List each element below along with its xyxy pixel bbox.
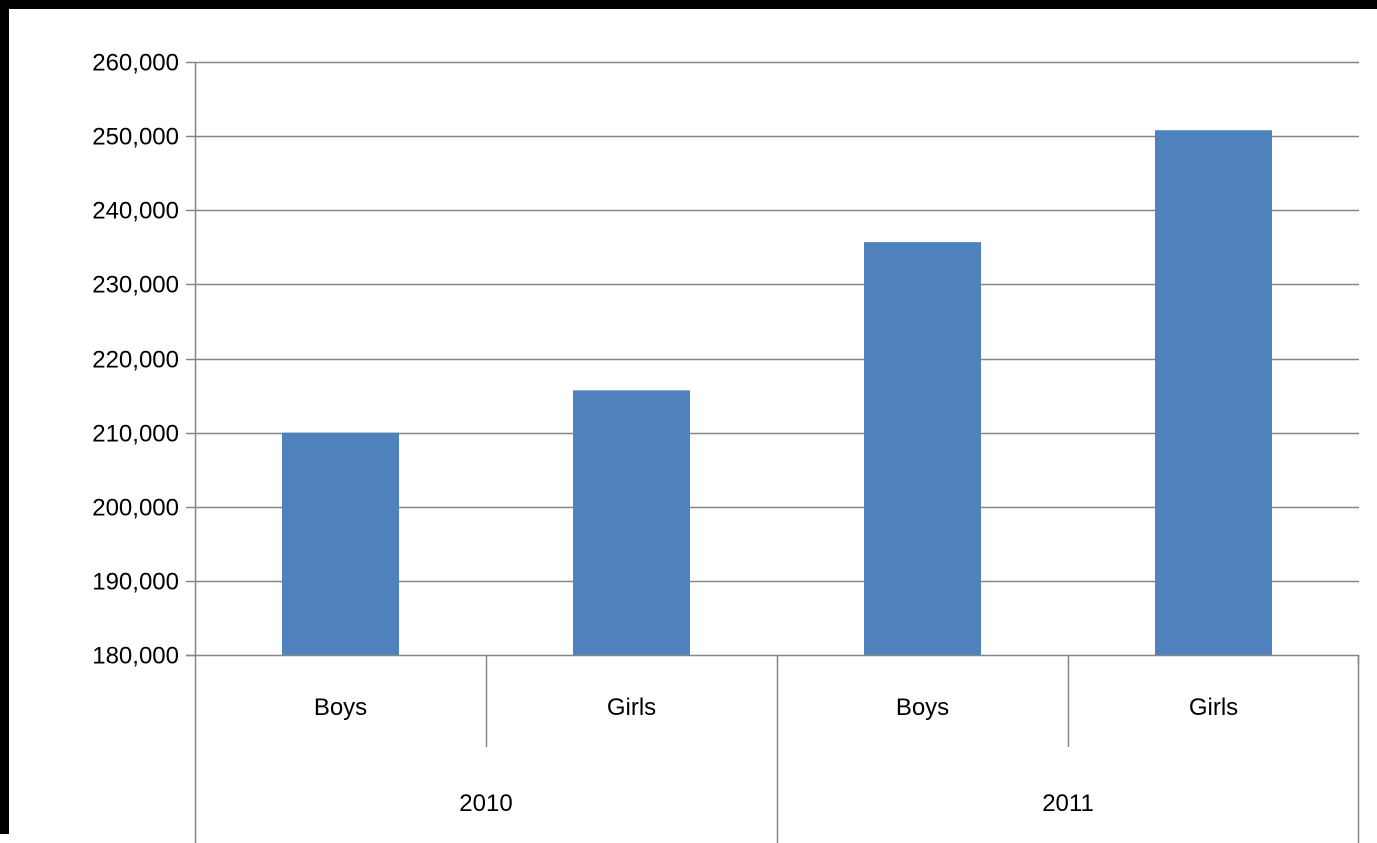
y-tick-label: 180,000 (92, 643, 179, 670)
y-tick-label: 240,000 (92, 198, 179, 225)
x-category-label: Boys (314, 694, 367, 721)
x-group-label: 2010 (459, 790, 512, 817)
bar-chart: 180,000 190,000 200,000 210,000 220,000 230,0… (92, 50, 1360, 843)
bar-boys-2011 (864, 242, 981, 655)
y-tick-label: 210,000 (92, 421, 179, 448)
y-tick-label: 260,000 (92, 50, 179, 77)
x-group-label: 2011 (1042, 790, 1094, 817)
bar-boys-2010 (282, 432, 399, 655)
y-tick-label: 220,000 (92, 347, 179, 374)
y-tick-label: 200,000 (92, 495, 179, 522)
x-category-label: Girls (607, 694, 656, 721)
x-category-label: Boys (896, 694, 949, 721)
axis-layer (186, 61, 1360, 843)
y-tick-label: 190,000 (92, 569, 179, 596)
bar-girls-2011 (1155, 130, 1272, 655)
bar-girls-2010 (573, 390, 690, 655)
bar-layer (282, 130, 1272, 655)
label-layer: 180,000 190,000 200,000 210,000 220,000 230,0… (92, 50, 1238, 818)
x-category-label: Girls (1189, 694, 1238, 721)
y-tick-label: 250,000 (92, 124, 179, 151)
y-tick-label: 230,000 (92, 272, 179, 299)
